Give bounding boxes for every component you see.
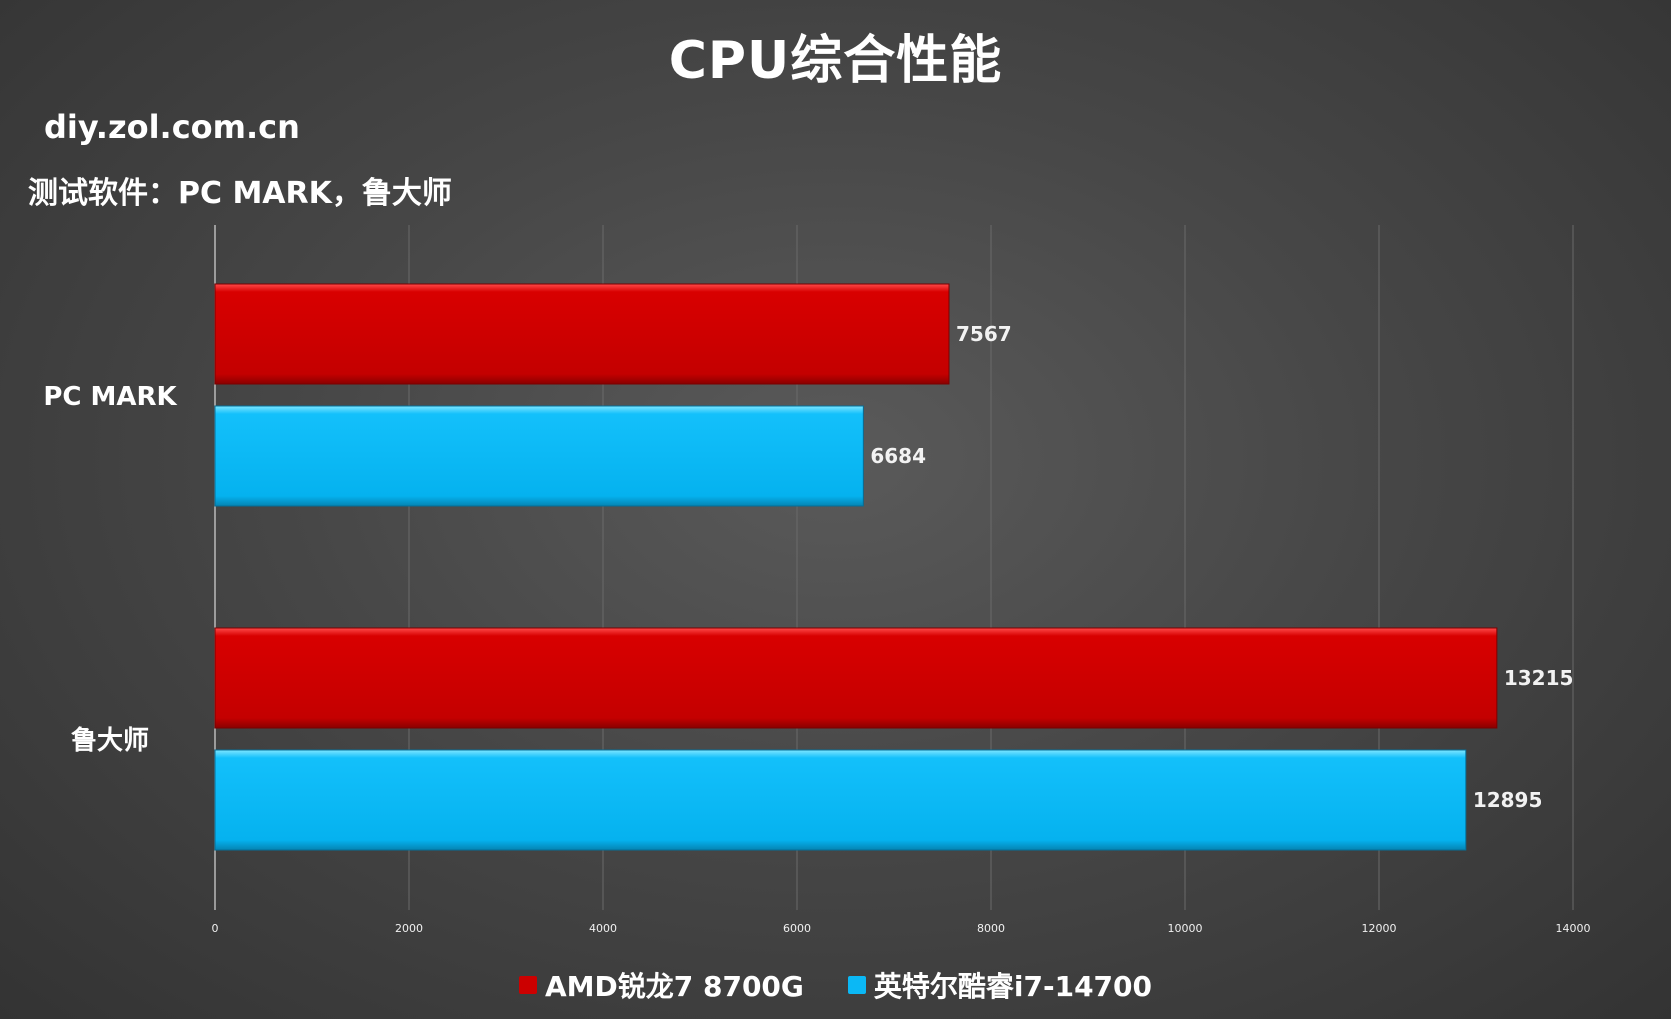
bars [214,283,1498,851]
data-label: 13215 [1504,666,1574,690]
x-tick-label: 12000 [1362,922,1397,935]
legend-label-amd: AMD锐龙7 8700G [544,970,804,1003]
bar-amd-1 [214,627,1498,729]
site-watermark: diy.zol.com.cn [44,108,300,146]
x-tick-label: 8000 [977,922,1005,935]
chart-title: CPU综合性能 [668,31,1003,91]
x-tick-label: 10000 [1168,922,1203,935]
data-label: 12895 [1473,788,1543,812]
bar-intel-1 [214,749,1467,851]
category-label: PC MARK [43,382,177,412]
legend-swatch-intel [847,976,866,994]
legend-item-intel[interactable]: 英特尔酷睿i7-14700 [847,965,1153,1005]
category-label: 鲁大师 [71,726,149,756]
legend-swatch-amd [518,976,537,994]
legend-item-amd[interactable]: AMD锐龙7 8700G [518,965,804,1005]
labels: 0 2000 4000 6000 8000 10000 12000 14000 PC MARK 7… [43,322,1590,935]
data-label: 6684 [870,444,926,468]
x-tick-label: 4000 [589,922,617,935]
legend-label-intel: 英特尔酷睿i7-14700 [873,970,1153,1003]
x-tick-label: 6000 [783,922,811,935]
chart-subtitle: 测试软件：PC MARK，鲁大师 [28,176,452,211]
bar-amd-0 [214,283,950,385]
data-label: 7567 [956,322,1012,346]
x-tick-label: 0 [212,922,219,935]
x-tick-label: 2000 [395,922,423,935]
x-tick-label: 14000 [1556,922,1591,935]
bar-intel-0 [214,405,864,507]
legend: AMD锐龙7 8700G 英特尔酷睿i7-14700 [0,965,1671,1005]
